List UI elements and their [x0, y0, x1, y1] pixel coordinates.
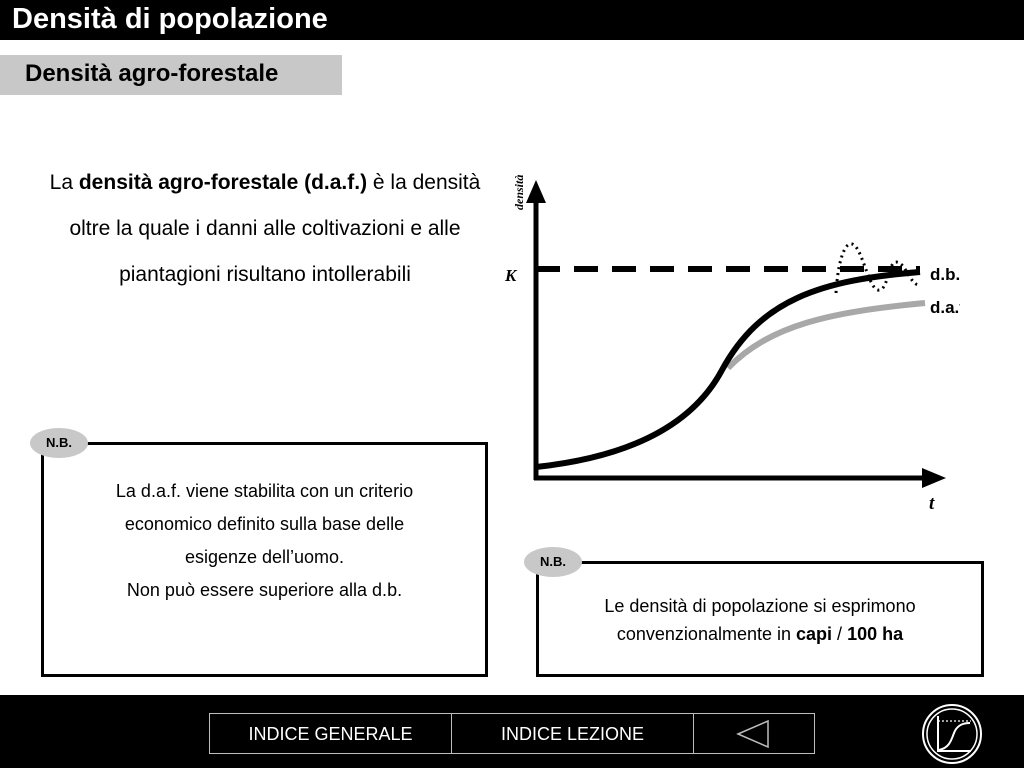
back-button[interactable]	[694, 714, 814, 753]
nb-badge: N.B.	[30, 428, 88, 458]
x-axis-arrow-icon	[922, 468, 946, 488]
note-line: La d.a.f. viene stabilita con un criteri…	[115, 481, 414, 501]
navigation-bar: INDICE GENERALE INDICE LEZIONE	[209, 713, 815, 754]
oscillation-curve	[834, 242, 921, 294]
curve-daf-label: d.a.f.	[930, 298, 960, 317]
title-bar: Densità di popolazione	[0, 0, 1024, 40]
note-box-units: Le densità di popolazione si esprimono c…	[536, 561, 984, 677]
definition-text: La densità agro-forestale (d.a.f.) è la …	[30, 160, 500, 298]
y-axis-label: densità	[512, 175, 526, 210]
note-line: economico definito sulla base delle	[124, 514, 405, 534]
note-line: convenzionalmente in capi / 100 ha	[539, 620, 981, 648]
note-text: convenzionalmente in	[616, 624, 797, 644]
note-bold: 100 ha	[847, 624, 904, 644]
k-label: K	[504, 266, 518, 285]
growth-curve-logo-icon[interactable]	[921, 703, 983, 765]
curve-daf	[725, 300, 926, 371]
curve-db	[535, 269, 921, 470]
note-line: esigenze dell’uomo.	[184, 547, 345, 567]
back-triangle-icon	[736, 719, 769, 749]
note-line: Non può essere superiore alla d.b.	[126, 580, 403, 600]
page-title: Densità di popolazione	[12, 3, 328, 35]
note-bold: capi	[796, 624, 833, 644]
definition-term: densità agro-forestale (d.a.f.)	[78, 171, 368, 194]
y-axis-arrow-icon	[526, 180, 546, 203]
density-diagram: densità K t d.b. d.a.f.	[504, 175, 960, 514]
x-axis-label: t	[929, 493, 935, 514]
definition-suffix: è la densità oltre la quale i danni alle…	[69, 171, 481, 286]
nav-index-general-button[interactable]: INDICE GENERALE	[210, 714, 452, 753]
footer-bar	[0, 695, 1024, 768]
note-box-daf: La d.a.f. viene stabilita con un criteri…	[41, 442, 488, 677]
section-title: Densità agro-forestale	[25, 60, 279, 87]
curve-db-label: d.b.	[930, 265, 960, 284]
section-header: Densità agro-forestale	[0, 55, 342, 95]
note-text: /	[832, 624, 848, 644]
nb-badge: N.B.	[524, 547, 582, 577]
definition-prefix: La	[49, 171, 79, 194]
note-line: Le densità di popolazione si esprimono	[604, 596, 916, 616]
nav-index-lesson-button[interactable]: INDICE LEZIONE	[452, 714, 694, 753]
